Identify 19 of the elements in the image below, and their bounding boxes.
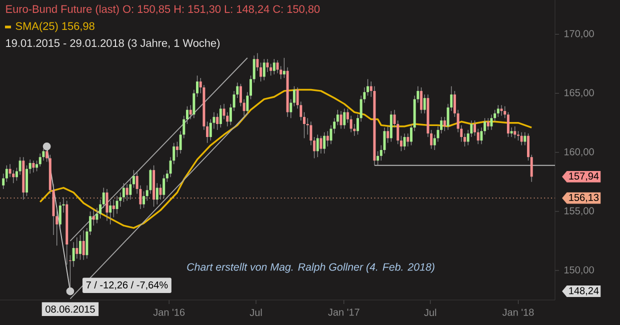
y-tick-label: 160,00 <box>564 148 594 156</box>
x-tick-label: Jan '18 <box>502 308 534 316</box>
x-tick-label: Jul <box>424 308 436 316</box>
text: 157,94 <box>569 172 599 181</box>
legend-label: SMA(25) 156,98 <box>16 22 94 32</box>
x-tick-label: Jan '17 <box>328 308 360 316</box>
x-tick-label: Jul <box>250 308 262 316</box>
text: 148,24 <box>569 287 599 296</box>
text: 08.06.2015 <box>46 306 95 313</box>
y-tick-label: 170,00 <box>564 30 594 38</box>
annotation: 7 / -12,26 / -7,64% <box>86 281 168 290</box>
y-tick-label: 155,00 <box>564 207 594 216</box>
chart-title: Euro-Bund Future (last) O: 150,85 H: 151,30 L: 148,24 C: 150,80 <box>6 4 320 16</box>
x-tick-label: Jan '16 <box>153 308 185 316</box>
y-tick-label: 150,00 <box>564 266 594 275</box>
text: 19.01.2015 - 29.01.2018 (3 Jahre, 1 Woche) <box>6 38 220 50</box>
ref-line-label: 156,13 <box>569 194 599 202</box>
y-tick-label: 165,00 <box>564 89 594 98</box>
annotation: Chart erstellt von Mag. Ralph Gollner (4. Feb. 2018) <box>187 262 434 273</box>
